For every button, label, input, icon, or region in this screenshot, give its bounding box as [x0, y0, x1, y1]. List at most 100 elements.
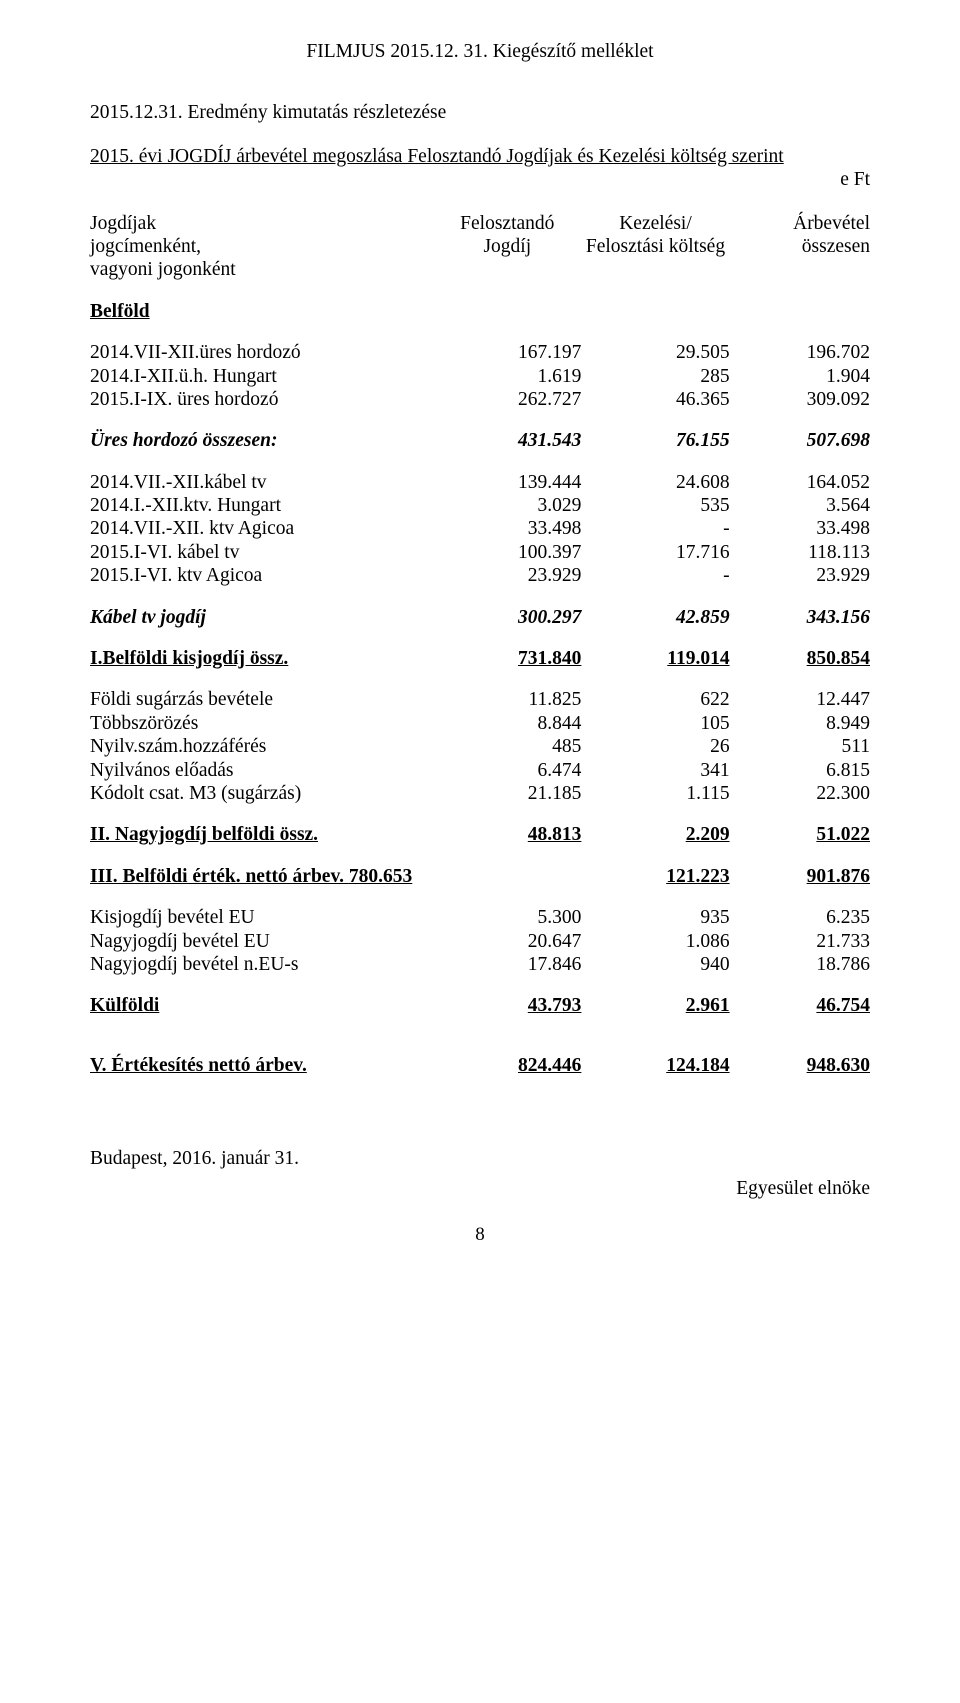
subtitle: 2015. évi JOGDÍJ árbevétel megoszlása Fe… — [90, 145, 870, 168]
row-value: 164.052 — [730, 471, 870, 494]
row-value: 26 — [581, 735, 729, 758]
belfold-heading: Belföld — [90, 300, 870, 323]
table-row: 2014.VII.-XII. ktv Agicoa 33.498 - 33.49… — [90, 517, 870, 540]
doc-title: 2015.12.31. Eredmény kimutatás részletez… — [90, 101, 870, 124]
table-row: Földi sugárzás bevétele 11.825 622 12.44… — [90, 688, 870, 711]
row-value: 8.949 — [730, 712, 870, 735]
row-value: 731.840 — [433, 647, 581, 670]
table-row: 2015.I-VI. ktv Agicoa 23.929 - 23.929 — [90, 564, 870, 587]
row-value: 17.846 — [433, 953, 581, 976]
row-value: 285 — [581, 365, 729, 388]
title-section: 2015.12.31. Eredmény kimutatás részletez… — [90, 101, 870, 124]
row-label: 2014.I.-XII.ktv. Hungart — [90, 494, 433, 517]
row-value: 622 — [581, 688, 729, 711]
row-value: - — [581, 564, 729, 587]
row-value: 124.184 — [581, 1054, 729, 1077]
section-total-row: II. Nagyjogdíj belföldi össz. 48.813 2.2… — [90, 823, 870, 846]
data-table: 2014.VII-XII.üres hordozó 167.197 29.505… — [90, 341, 870, 1077]
table-row: 2014.I.-XII.ktv. Hungart 3.029 535 3.564 — [90, 494, 870, 517]
row-value: 23.929 — [433, 564, 581, 587]
subtotal-row: Üres hordozó összesen: 431.543 76.155 50… — [90, 429, 870, 452]
table-row: Kisjogdíj bevétel EU 5.300 935 6.235 — [90, 906, 870, 929]
row-value: 485 — [433, 735, 581, 758]
table-row: 2014.VII.-XII.kábel tv 139.444 24.608 16… — [90, 471, 870, 494]
row-value: 6.474 — [433, 759, 581, 782]
row-value: 24.608 — [581, 471, 729, 494]
colhead-cell: vagyoni jogonként — [90, 258, 433, 281]
row-value: 343.156 — [730, 606, 870, 629]
colhead-cell: Felosztandó — [433, 212, 581, 235]
table-row: 2014.I-XII.ü.h. Hungart 1.619 285 1.904 — [90, 365, 870, 388]
row-label: Földi sugárzás bevétele — [90, 688, 433, 711]
colhead-cell: összesen — [730, 235, 870, 258]
row-value: 105 — [581, 712, 729, 735]
row-value: 22.300 — [730, 782, 870, 805]
row-value: 2.961 — [581, 994, 729, 1017]
row-value: 309.092 — [730, 388, 870, 411]
table-row: Nyilv.szám.hozzáférés 485 26 511 — [90, 735, 870, 758]
row-value: 29.505 — [581, 341, 729, 364]
row-label: 2015.I-VI. ktv Agicoa — [90, 564, 433, 587]
table-row: 2014.VII-XII.üres hordozó 167.197 29.505… — [90, 341, 870, 364]
colhead-cell: Árbevétel — [730, 212, 870, 235]
row-label: Kisjogdíj bevétel EU — [90, 906, 433, 929]
row-value: 3.029 — [433, 494, 581, 517]
table-row: Kódolt csat. M3 (sugárzás) 21.185 1.115 … — [90, 782, 870, 805]
row-value: 850.854 — [730, 647, 870, 670]
row-label: Kábel tv jogdíj — [90, 606, 433, 629]
section-total-row: Külföldi 43.793 2.961 46.754 — [90, 994, 870, 1017]
row-value: 17.716 — [581, 541, 729, 564]
row-label: V. Értékesítés nettó árbev. — [90, 1054, 433, 1077]
row-label: Külföldi — [90, 994, 433, 1017]
row-value: 901.876 — [730, 865, 870, 888]
row-value: 20.647 — [433, 930, 581, 953]
table-row: 2015.I-IX. üres hordozó 262.727 46.365 3… — [90, 388, 870, 411]
row-value: 535 — [581, 494, 729, 517]
row-label: 2014.VII.-XII.kábel tv — [90, 471, 433, 494]
row-value: 18.786 — [730, 953, 870, 976]
row-value: 48.813 — [433, 823, 581, 846]
row-value: 262.727 — [433, 388, 581, 411]
page: FILMJUS 2015.12. 31. Kiegészítő mellékle… — [0, 0, 960, 1297]
row-value: 100.397 — [433, 541, 581, 564]
row-label: I.Belföldi kisjogdíj össz. — [90, 647, 433, 670]
row-label: 2014.I-XII.ü.h. Hungart — [90, 365, 433, 388]
section-total-row: I.Belföldi kisjogdíj össz. 731.840 119.0… — [90, 647, 870, 670]
row-value: 935 — [581, 906, 729, 929]
row-value: 167.197 — [433, 341, 581, 364]
colhead-cell: Felosztási költség — [581, 235, 729, 258]
colhead-cell: Jogdíj — [433, 235, 581, 258]
row-label: 2014.VII-XII.üres hordozó — [90, 341, 433, 364]
colhead-cell: Jogdíjak — [90, 212, 433, 235]
row-label: Nyilvános előadás — [90, 759, 433, 782]
row-value: 21.185 — [433, 782, 581, 805]
row-value: 1.619 — [433, 365, 581, 388]
row-value: 33.498 — [433, 517, 581, 540]
row-value: 6.815 — [730, 759, 870, 782]
row-value: 1.115 — [581, 782, 729, 805]
row-value: 119.014 — [581, 647, 729, 670]
row-value: 300.297 — [433, 606, 581, 629]
page-number: 8 — [90, 1224, 870, 1247]
column-headers: Jogdíjak Felosztandó Kezelési/ Árbevétel… — [90, 212, 870, 282]
row-value: 43.793 — [433, 994, 581, 1017]
row-label: Nagyjogdíj bevétel EU — [90, 930, 433, 953]
row-value: 341 — [581, 759, 729, 782]
table-row: 2015.I-VI. kábel tv 100.397 17.716 118.1… — [90, 541, 870, 564]
row-value: 5.300 — [433, 906, 581, 929]
currency-unit: e Ft — [90, 168, 870, 191]
row-value: 1.086 — [581, 930, 729, 953]
row-label: III. Belföldi érték. nettó árbev. 780.65… — [90, 865, 433, 888]
row-value: 3.564 — [730, 494, 870, 517]
row-value: 46.365 — [581, 388, 729, 411]
row-value: 118.113 — [730, 541, 870, 564]
row-value: - — [581, 517, 729, 540]
footer-date: Budapest, 2016. január 31. — [90, 1147, 870, 1170]
table-row: Nyilvános előadás 6.474 341 6.815 — [90, 759, 870, 782]
row-value: 76.155 — [581, 429, 729, 452]
row-value: 431.543 — [433, 429, 581, 452]
row-value: 11.825 — [433, 688, 581, 711]
row-value: 51.022 — [730, 823, 870, 846]
row-value: 6.235 — [730, 906, 870, 929]
row-value: 12.447 — [730, 688, 870, 711]
